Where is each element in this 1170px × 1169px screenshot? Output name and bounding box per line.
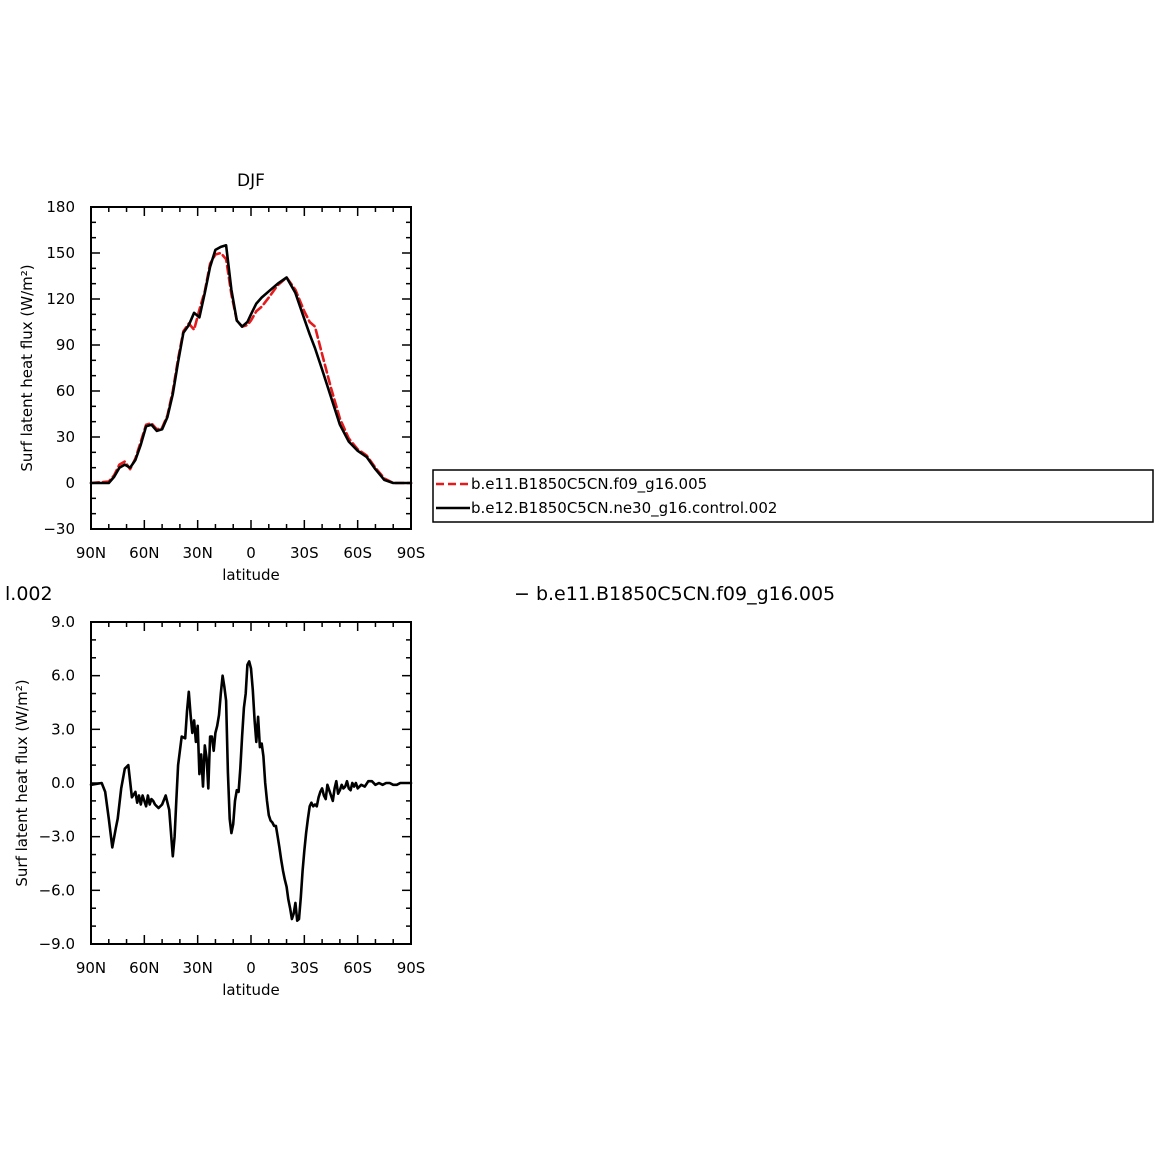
legend-label-1: b.e12.B1850C5CN.ne30_g16.control.002 — [471, 499, 777, 518]
bottom-panel-difference: 90N 60N 30N 0 30S 60S 90S −9.0 −6.0 −3.0 0.0 3.0 6.0… — [13, 613, 425, 999]
x-tick-label: 90S — [397, 959, 426, 977]
x-tick-label: 60S — [343, 959, 372, 977]
x-tick-label: 30N — [183, 544, 213, 562]
y-axis-title: Surf latent heat flux (W/m²) — [13, 679, 31, 886]
y-tick-label: 3.0 — [51, 720, 75, 738]
x-tick-label: 60S — [343, 544, 372, 562]
series-line-1 — [89, 244, 413, 485]
y-tick-label: 30 — [56, 428, 75, 446]
x-tick-label: 90N — [76, 959, 106, 977]
header-left-fragment: l.002 — [5, 583, 53, 605]
x-tick-label: 90N — [76, 544, 106, 562]
y-tick-label: −9.0 — [39, 935, 75, 953]
x-tick-label: 30S — [290, 959, 319, 977]
y-tick-label: 120 — [46, 290, 75, 308]
y-tick-label: 0 — [65, 474, 75, 492]
y-tick-label: −30 — [43, 520, 75, 538]
legend-box — [432, 469, 1154, 523]
x-tick-label: 60N — [129, 959, 159, 977]
y-tick-label: 6.0 — [51, 667, 75, 685]
y-tick-label: 90 — [56, 336, 75, 354]
y-tick-label: 60 — [56, 382, 75, 400]
x-tick-label: 30N — [183, 959, 213, 977]
y-tick-label: 0.0 — [51, 774, 75, 792]
y-tick-label: −6.0 — [39, 881, 75, 899]
legend: b.e11.B1850C5CN.f09_g16.005 b.e12.B1850C5… — [432, 469, 1154, 523]
y-axis-title: Surf latent heat flux (W/m²) — [18, 264, 36, 471]
y-tick-label: −3.0 — [39, 828, 75, 846]
x-tick-label: 60N — [129, 544, 159, 562]
x-tick-label: 0 — [246, 959, 256, 977]
x-axis-title: latitude — [222, 566, 280, 584]
series-line-0 — [89, 660, 413, 922]
chart-title: DJF — [237, 171, 265, 191]
x-tick-label: 30S — [290, 544, 319, 562]
y-tick-label: 150 — [46, 244, 75, 262]
top-panel-djf: 90N 60N 30N 0 30S 60S 90S −30 0 30 60 90 120 150 180 la… — [18, 171, 425, 584]
y-tick-label: 9.0 — [51, 613, 75, 631]
y-tick-label: 180 — [46, 198, 75, 216]
x-tick-label: 0 — [246, 544, 256, 562]
plot-frame — [90, 206, 412, 530]
x-axis-title: latitude — [222, 981, 280, 999]
x-tick-label: 90S — [397, 544, 426, 562]
header-right-fragment: − b.e11.B1850C5CN.f09_g16.005 — [514, 583, 835, 605]
legend-label-0: b.e11.B1850C5CN.f09_g16.005 — [471, 475, 707, 494]
